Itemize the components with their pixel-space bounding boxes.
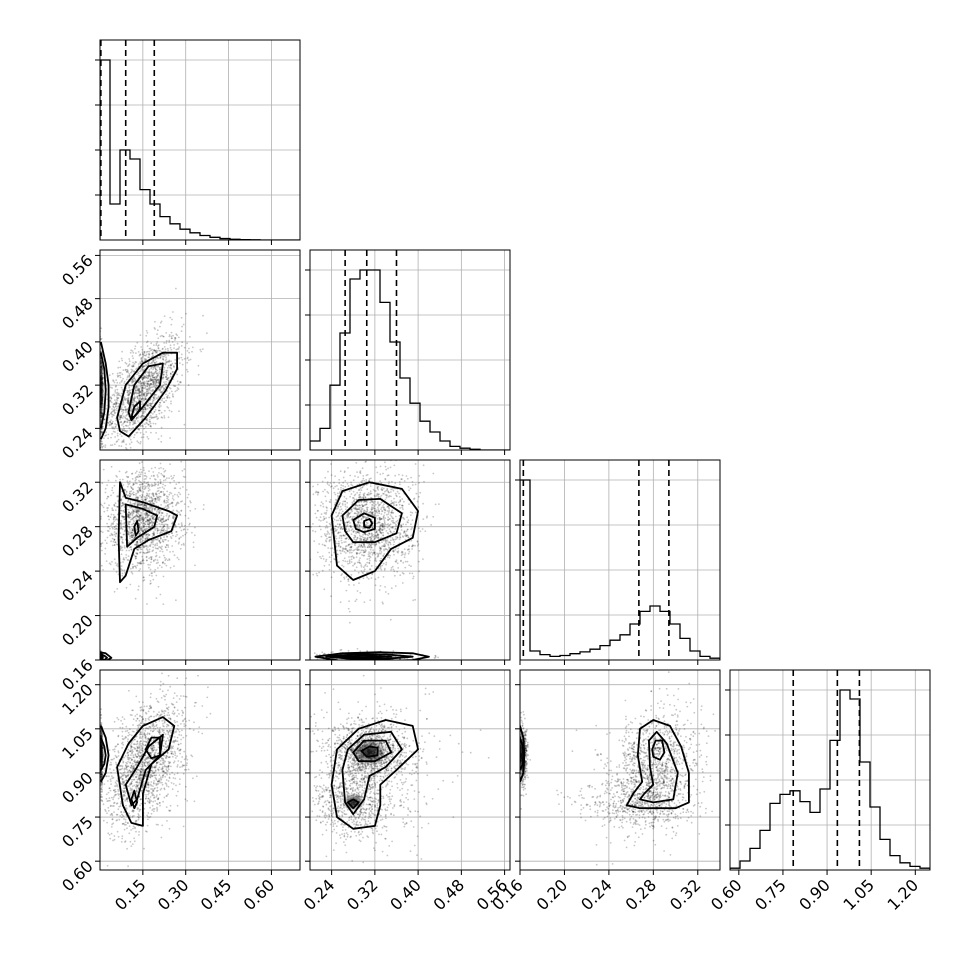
- y-tick-label-1-0: 0.24: [58, 424, 97, 463]
- hist-3-frame: [729, 669, 931, 871]
- scatter-1-0-frame: [99, 249, 301, 451]
- scatter-2-1-contour-6: [336, 654, 392, 659]
- y-tick-label-1-1: 0.32: [58, 381, 97, 420]
- y-tick-label-2-4: 0.32: [58, 478, 97, 517]
- hist-3-steps: [730, 689, 930, 870]
- hist-3: [725, 669, 931, 875]
- scatter-2-1-contour-0: [330, 481, 419, 581]
- scatter-3-0-contour-5: [130, 789, 138, 810]
- hist-2-frame: [519, 459, 721, 661]
- scatter-2-1-contour-2: [352, 512, 376, 534]
- scatter-1-0-density-0: [100, 371, 105, 410]
- scatter-2-0-contour-0: [117, 481, 178, 584]
- scatter-1-0-points: [100, 287, 208, 450]
- hist-1-frame: [309, 249, 511, 451]
- x-tick-label-3-2: 0.90: [795, 875, 834, 914]
- hist-2: [515, 459, 721, 665]
- x-tick-label-2-1: 0.20: [533, 875, 572, 914]
- x-tick-label-0-2: 0.45: [197, 875, 236, 914]
- x-tick-label-1-0: 0.24: [300, 875, 339, 914]
- y-tick-label-2-3: 0.28: [58, 522, 97, 561]
- y-tick-label-1-3: 0.48: [58, 294, 97, 333]
- x-tick-label-1-2: 0.40: [386, 875, 425, 914]
- scatter-3-0-contour-1: [100, 737, 107, 771]
- scatter-3-0-contour-2: [116, 716, 176, 827]
- x-tick-label-3-0: 0.60: [707, 875, 746, 914]
- x-tick-label-3-4: 1.20: [883, 875, 922, 914]
- scatter-3-2-contour-4: [520, 737, 525, 771]
- scatter-3-0-density-0: [100, 740, 105, 770]
- scatter-2-1: [305, 459, 511, 665]
- hist-1: [305, 249, 511, 455]
- scatter-3-0-contour-4: [144, 736, 161, 760]
- hist-1-steps: [310, 269, 510, 450]
- scatter-2-1-contour-5: [325, 653, 414, 660]
- scatter-1-0-contour-4: [130, 400, 141, 419]
- x-tick-label-2-4: 0.32: [666, 875, 705, 914]
- x-tick-label-0-1: 0.30: [154, 875, 193, 914]
- y-tick-label-3-2: 0.90: [58, 768, 97, 807]
- scatter-3-0: [95, 669, 301, 875]
- y-tick-label-1-2: 0.40: [58, 337, 97, 376]
- y-tick-label-2-1: 0.20: [58, 611, 97, 650]
- x-tick-label-1-1: 0.32: [343, 875, 382, 914]
- scatter-1-0-contour-0: [100, 341, 110, 440]
- scatter-1-0-contour-3: [127, 362, 164, 422]
- scatter-2-0-contour-3: [100, 651, 113, 660]
- scatter-3-1-frame: [309, 669, 511, 871]
- hist-2-steps: [520, 479, 720, 660]
- scatter-3-2: [515, 669, 721, 875]
- y-tick-label-2-2: 0.24: [58, 567, 97, 606]
- scatter-3-1-contour-2: [352, 739, 392, 763]
- hist-0-frame: [99, 39, 301, 241]
- scatter-3-2-contour-3: [520, 725, 526, 783]
- x-tick-label-2-3: 0.28: [622, 875, 661, 914]
- scatter-2-0-contour-1: [124, 503, 158, 548]
- scatter-3-2-contour-0: [625, 719, 690, 810]
- scatter-3-1-contour-4: [346, 798, 360, 810]
- scatter-1-0: [95, 249, 301, 455]
- scatter-3-1: [305, 669, 511, 875]
- scatter-2-1-contour-1: [341, 498, 403, 544]
- hist-0: [95, 39, 301, 245]
- scatter-3-1-points: [310, 674, 490, 864]
- x-tick-label-0-3: 0.60: [240, 875, 279, 914]
- x-tick-label-3-3: 1.05: [839, 875, 878, 914]
- scatter-1-0-contour-1: [100, 352, 107, 429]
- scatter-3-2-frame: [519, 669, 721, 871]
- y-tick-label-3-3: 1.05: [58, 724, 97, 763]
- scatter-2-0-frame: [99, 459, 301, 661]
- scatter-3-0-points: [100, 672, 212, 868]
- scatter-3-2-contour-1: [639, 730, 679, 804]
- scatter-3-2-contour-2: [651, 739, 666, 761]
- y-tick-label-3-0: 0.60: [58, 857, 97, 896]
- scatter-2-0-contour-2: [133, 520, 140, 537]
- scatter-3-0-contour-0: [100, 725, 110, 783]
- scatter-3-1-contour-0: [330, 719, 419, 830]
- scatter-2-1-frame: [309, 459, 511, 661]
- scatter-1-0-contour-2: [116, 351, 178, 438]
- scatter-3-2-points: [520, 671, 716, 866]
- x-tick-label-1-3: 0.48: [430, 875, 469, 914]
- y-tick-label-3-1: 0.75: [58, 812, 97, 851]
- x-tick-label-2-2: 0.24: [577, 875, 616, 914]
- scatter-2-0-points: [100, 460, 205, 660]
- x-tick-label-0-0: 0.15: [111, 875, 150, 914]
- y-tick-label-1-4: 0.56: [58, 251, 97, 290]
- scatter-3-0-frame: [99, 669, 301, 871]
- scatter-2-1-contour-4: [314, 651, 430, 660]
- scatter-2-0: [95, 459, 301, 665]
- scatter-3-1-contour-1: [341, 730, 403, 815]
- x-tick-label-3-1: 0.75: [751, 875, 790, 914]
- scatter-2-1-contour-3: [363, 518, 374, 529]
- scatter-3-1-contour-3: [360, 745, 379, 758]
